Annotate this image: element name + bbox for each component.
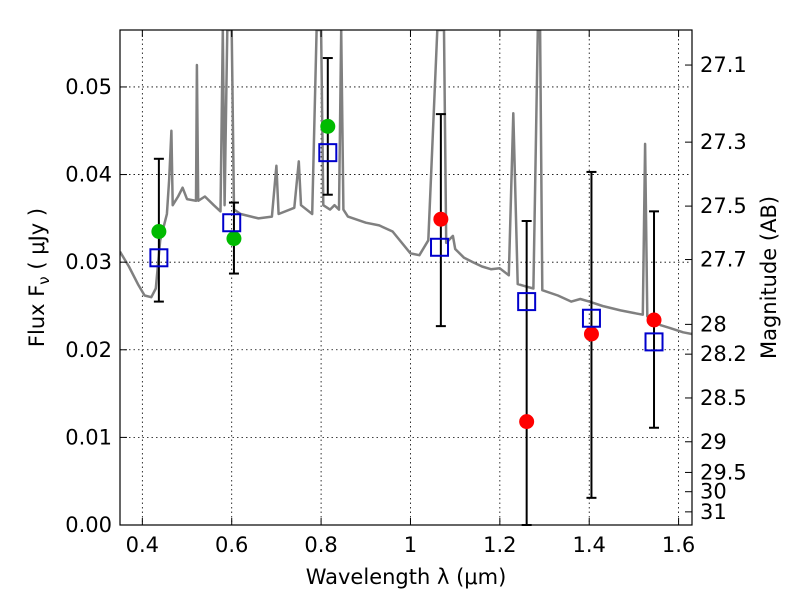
- y-tick-label: 0.00: [65, 513, 112, 537]
- observed-point-red: [433, 211, 449, 227]
- observed-point-red: [583, 326, 599, 342]
- observed-point-green: [320, 118, 336, 134]
- y-tick-label: 0.03: [65, 250, 112, 274]
- y2-tick-label: 27.3: [700, 130, 747, 154]
- ticks: 0.4 0.6 0.8 1 1.2 1.4 1.6 0.00 0.01 0.02 0.03 0.04 0…: [65, 30, 747, 557]
- y2-tick-label: 27.1: [700, 53, 747, 77]
- observed-point-red: [519, 414, 535, 430]
- y2-tick-label: 27.7: [700, 248, 747, 272]
- markers: [149, 118, 664, 430]
- model-flux-square: [517, 292, 537, 312]
- y2-tick-label: 28.2: [700, 342, 747, 366]
- y2-tick-label: 29.5: [700, 460, 747, 484]
- x-tick-label: 1: [404, 533, 417, 557]
- x-axis-label: Wavelength λ (μm): [306, 565, 507, 589]
- y2-tick-label: 28.5: [700, 386, 747, 410]
- x-tick-label: 0.6: [215, 533, 248, 557]
- model-flux-square: [318, 143, 338, 163]
- y2-tick-label: 31: [700, 500, 727, 524]
- model-flux-square: [222, 213, 242, 233]
- y2-tick-label: 30: [700, 480, 727, 504]
- observed-point-green: [151, 224, 167, 240]
- plot-frame: [119, 29, 693, 526]
- y-axis-label: Flux Fν ( μJy ): [25, 208, 53, 347]
- observed-point-red: [646, 312, 662, 328]
- x-tick-label: 1.2: [483, 533, 516, 557]
- observed-point-green: [226, 231, 242, 247]
- model-flux-square: [430, 237, 450, 257]
- model-flux-square: [644, 332, 664, 352]
- y-axis-label-subscript: ν: [35, 276, 53, 284]
- y2-tick-label: 27.5: [700, 194, 747, 218]
- y-axis-label-main: Flux F: [25, 285, 49, 347]
- x-tick-label: 1.4: [573, 533, 606, 557]
- model-spectrum: [120, 30, 692, 336]
- x-tick-label: 0.8: [304, 533, 337, 557]
- y2-tick-label: 29: [700, 430, 727, 454]
- model-flux-square: [581, 308, 601, 328]
- y-axis-label-unit: ( μJy ): [25, 208, 49, 276]
- x-tick-label: 0.4: [126, 533, 159, 557]
- spectrum-line: [120, 30, 692, 336]
- y-tick-label: 0.04: [65, 163, 112, 187]
- y-tick-label: 0.01: [65, 425, 112, 449]
- x-tick-label: 1.6: [662, 533, 695, 557]
- y-tick-label: 0.05: [65, 75, 112, 99]
- y2-tick-label: 28: [700, 312, 727, 336]
- model-flux-square: [149, 248, 169, 268]
- y-tick-label: 0.02: [65, 338, 112, 362]
- y2-axis-label: Magnitude (AB): [757, 196, 781, 359]
